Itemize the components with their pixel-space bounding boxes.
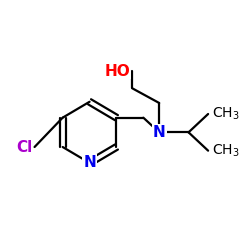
Text: N: N xyxy=(83,156,96,170)
Text: CH$_3$: CH$_3$ xyxy=(212,106,240,122)
Text: HO: HO xyxy=(104,64,130,79)
Text: Cl: Cl xyxy=(16,140,32,154)
Text: CH$_3$: CH$_3$ xyxy=(212,142,240,159)
Text: N: N xyxy=(153,125,166,140)
